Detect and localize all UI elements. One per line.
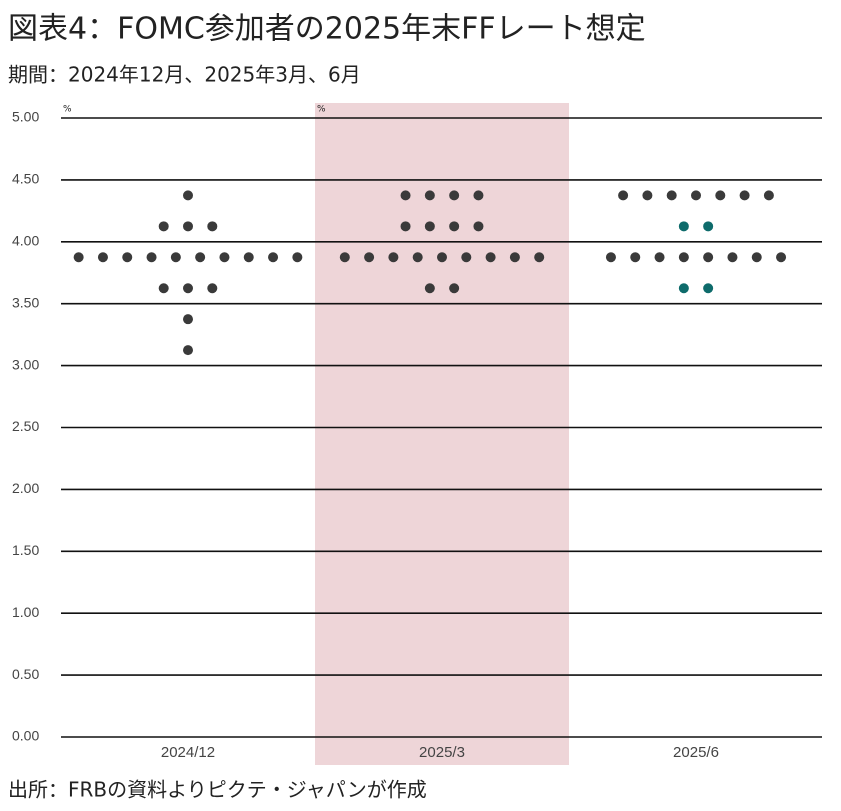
unit-label: %	[63, 105, 72, 115]
dot	[678, 221, 689, 232]
dot	[437, 252, 447, 263]
y-tick-label: 0.00	[12, 728, 39, 744]
dot	[509, 252, 520, 263]
dot	[122, 252, 133, 263]
dot	[424, 221, 435, 232]
dot	[776, 252, 787, 263]
highlight-band	[315, 103, 569, 765]
dot	[400, 221, 411, 232]
dot	[424, 190, 435, 201]
dot	[473, 190, 484, 201]
dot	[73, 252, 84, 263]
dot	[763, 190, 774, 201]
dot	[158, 221, 169, 232]
dot	[183, 221, 193, 232]
dot	[473, 221, 484, 232]
y-tick-label: 1.00	[12, 604, 39, 620]
dot	[183, 314, 193, 325]
dot	[485, 252, 496, 263]
dot	[183, 283, 193, 294]
dot	[146, 252, 157, 263]
dot	[691, 190, 701, 201]
chart-title: 図表4：FOMC参加者の2025年末FFレート想定	[8, 12, 646, 47]
dot	[449, 190, 460, 201]
y-tick-label: 4.50	[12, 171, 39, 187]
y-tick-label: 2.50	[12, 418, 39, 434]
dot	[703, 252, 714, 263]
dot	[449, 283, 460, 294]
dot	[424, 283, 435, 294]
dot	[654, 252, 665, 263]
y-tick-label: 4.00	[12, 233, 39, 249]
dot	[219, 252, 230, 263]
dot	[339, 252, 350, 263]
dot	[751, 252, 762, 263]
dot	[642, 190, 653, 201]
unit-label: %	[317, 105, 326, 115]
x-tick-label: 2025/3	[419, 744, 465, 761]
dot	[183, 190, 193, 201]
dot	[703, 221, 714, 232]
dot	[678, 283, 689, 294]
x-tick-label: 2025/6	[673, 744, 719, 761]
y-tick-label: 2.00	[12, 480, 39, 496]
y-tick-label: 3.00	[12, 356, 39, 372]
dot	[605, 252, 616, 263]
dot	[703, 283, 714, 294]
dot	[268, 252, 279, 263]
dot	[207, 283, 218, 294]
dot	[292, 252, 303, 263]
dot	[412, 252, 423, 263]
dot	[207, 221, 218, 232]
chart-subtitle: 期間：2024年12月、2025年3月、6月	[8, 63, 361, 87]
dot	[243, 252, 254, 263]
dot	[158, 283, 169, 294]
x-tick-label: 2024/12	[161, 744, 215, 761]
dot	[364, 252, 375, 263]
y-tick-label: 5.00	[12, 109, 39, 125]
dot	[666, 190, 677, 201]
dot	[739, 190, 750, 201]
source-note: 出所：FRBの資料よりピクテ・ジャパンが作成	[8, 778, 427, 802]
dot	[618, 190, 629, 201]
y-tick-label: 0.50	[12, 666, 39, 682]
dot	[195, 252, 206, 263]
dot	[388, 252, 399, 263]
dot	[183, 345, 193, 356]
dot	[97, 252, 108, 263]
dot	[461, 252, 472, 263]
dot	[727, 252, 738, 263]
y-tick-label: 1.50	[12, 542, 39, 558]
dot	[400, 190, 411, 201]
y-tick-label: 3.50	[12, 294, 39, 310]
dot	[630, 252, 641, 263]
dot	[534, 252, 545, 263]
dot	[715, 190, 726, 201]
dot	[170, 252, 181, 263]
dot	[449, 221, 460, 232]
dot	[678, 252, 689, 263]
